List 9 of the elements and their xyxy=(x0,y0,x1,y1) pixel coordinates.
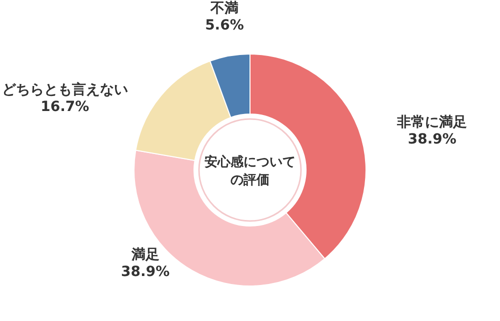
data-label: 16.7% xyxy=(40,98,90,115)
data-label: 5.6% xyxy=(205,17,244,34)
text: 安心感についての評価 xyxy=(204,154,296,188)
data-label: 38.9% xyxy=(121,264,170,280)
data-label: 38.9% xyxy=(408,131,456,148)
slice-label: 不満 xyxy=(209,0,238,16)
slice-label: 非常に満足 xyxy=(396,114,468,130)
slice-label: 満足 xyxy=(130,246,160,263)
slice-label: どちらとも言えない xyxy=(2,80,128,98)
